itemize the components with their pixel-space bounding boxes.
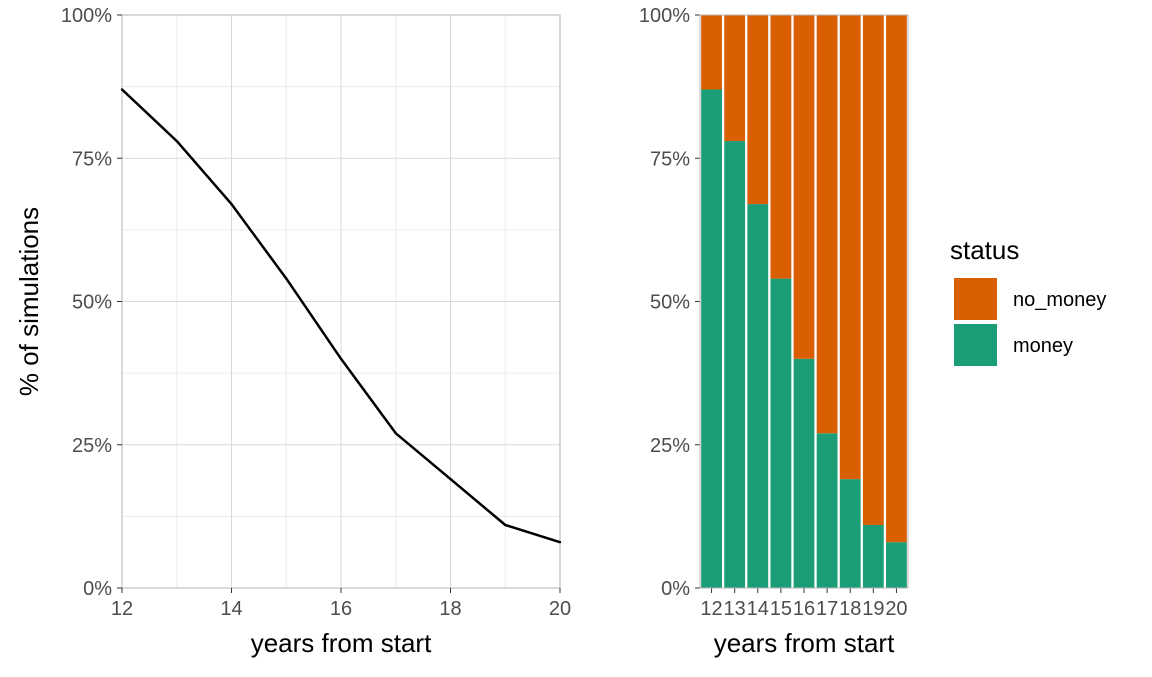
- line-point: [504, 523, 507, 527]
- x-tick-label: 16: [793, 598, 815, 620]
- x-tick-label: 15: [770, 598, 792, 620]
- y-tick-label: 0%: [83, 578, 112, 600]
- line-point: [120, 88, 124, 91]
- bar-money: [839, 479, 861, 588]
- line-point: [285, 277, 288, 280]
- bar-no-money: [701, 15, 722, 90]
- y-tick-label: 25%: [650, 435, 690, 457]
- bar-no-money: [862, 15, 884, 525]
- line-point: [394, 432, 397, 435]
- bar-money: [816, 433, 838, 588]
- bar-money: [886, 542, 907, 588]
- bar-no-money: [724, 15, 746, 142]
- x-tick-label: 14: [747, 598, 769, 620]
- y-tick-label: 75%: [650, 148, 690, 170]
- x-tick-label: 19: [862, 598, 884, 620]
- bar-money: [793, 358, 815, 588]
- bar-money: [862, 524, 884, 588]
- line-point: [558, 540, 562, 544]
- y-tick-label: 25%: [72, 435, 112, 457]
- line-point: [449, 477, 452, 481]
- x-tick-label: 20: [885, 598, 907, 620]
- legend-label: money: [1013, 335, 1073, 357]
- bar-no-money: [886, 15, 907, 543]
- x-tick-label: 18: [839, 598, 861, 620]
- y-axis-title: % of simulations: [14, 207, 44, 396]
- legend-title: status: [950, 235, 1019, 265]
- x-tick-label: 12: [700, 598, 722, 620]
- bar-no-money: [747, 15, 769, 205]
- legend-swatch: [954, 324, 997, 366]
- legend-label: no_money: [1013, 289, 1106, 311]
- x-tick-label: 17: [816, 598, 838, 620]
- y-tick-label: 50%: [72, 292, 112, 314]
- bar-no-money: [770, 15, 792, 279]
- x-axis-title: years from start: [251, 628, 432, 658]
- y-tick-label: 50%: [650, 292, 690, 314]
- bar-money: [724, 141, 746, 588]
- y-tick-label: 100%: [61, 5, 112, 27]
- bar-money: [701, 89, 722, 589]
- left-panel: 0% 25% 50% 75% 100% 12 14 16 18 20 years from star…: [14, 5, 571, 658]
- x-tick-label: 14: [220, 598, 242, 620]
- bar-money: [747, 204, 769, 588]
- y-tick-label: 100%: [639, 5, 690, 27]
- x-tick-label: 16: [330, 598, 352, 620]
- y-tick-label: 0%: [661, 578, 690, 600]
- legend-swatch: [954, 278, 997, 320]
- y-tick-label: 75%: [72, 148, 112, 170]
- line-point: [230, 202, 233, 206]
- x-tick-label: 20: [549, 598, 571, 620]
- right-panel-border: [699, 14, 909, 589]
- bar-no-money: [816, 15, 838, 434]
- bar-no-money: [793, 15, 815, 359]
- x-tick-label: 13: [724, 598, 746, 620]
- x-axis-title: years from start: [714, 628, 895, 658]
- bar-no-money: [839, 15, 861, 480]
- right-panel: 0% 25% 50% 75% 100% 12 13 14 15 16 17 18 19 20 years f…: [639, 5, 909, 658]
- x-tick-label: 12: [111, 598, 133, 620]
- line-point: [339, 357, 343, 360]
- x-tick-label: 18: [439, 598, 461, 620]
- line-point: [175, 139, 178, 143]
- bar-money: [770, 278, 792, 588]
